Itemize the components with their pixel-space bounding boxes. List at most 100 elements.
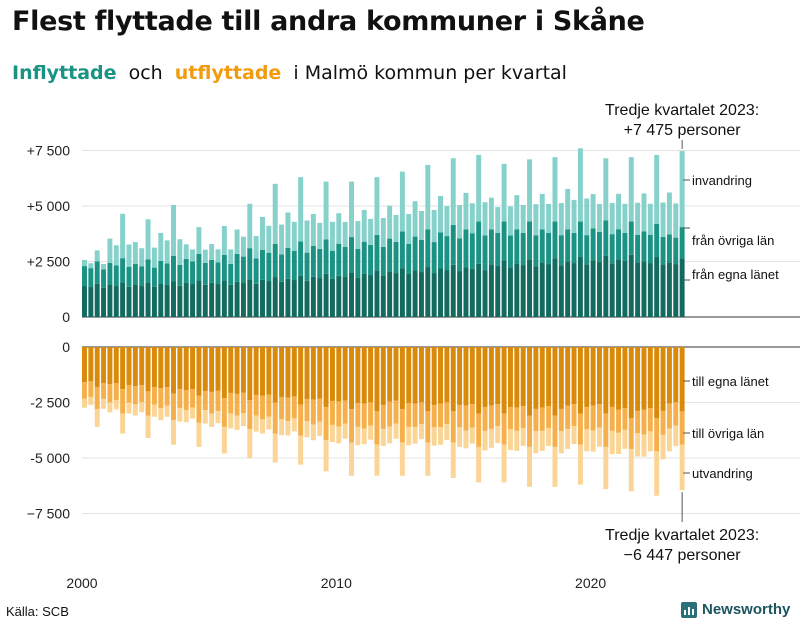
outflow-egna-bar bbox=[209, 347, 215, 392]
inflow-ovriga-bar bbox=[539, 229, 545, 263]
outflow-utvandring-bar bbox=[654, 451, 660, 496]
series-labels: Tredje kvartalet 2023: +7 475 personer Tre… bbox=[605, 102, 779, 564]
outflow-egna-bar bbox=[310, 347, 316, 400]
outflow-ovriga-bar bbox=[501, 413, 507, 445]
outflow-egna-bar bbox=[164, 347, 170, 388]
outflow-utvandring-bar bbox=[260, 419, 265, 434]
inflow-egna-bar bbox=[660, 264, 666, 317]
outflow-utvandring-bar bbox=[495, 426, 501, 444]
inflow-invandring-bar bbox=[558, 203, 564, 236]
outflow-utvandring-bar bbox=[635, 433, 641, 457]
inflow-egna-bar bbox=[228, 284, 234, 317]
outflow-ovriga-bar bbox=[609, 406, 615, 431]
outflow-ovriga-bar bbox=[533, 408, 539, 432]
outflow-utvandring-bar bbox=[355, 426, 361, 446]
brand-logo[interactable]: Newsworthy bbox=[681, 601, 790, 618]
inflow-ovriga-bar bbox=[469, 233, 475, 270]
outflow-utvandring-bar bbox=[266, 416, 272, 430]
outflow-ovriga-bar bbox=[399, 409, 405, 443]
inflow-invandring-bar bbox=[463, 192, 469, 230]
subtitle-rest: i Malmö kommun per kvartal bbox=[293, 62, 567, 84]
outflow-utvandring-bar bbox=[565, 428, 571, 449]
inflow-invandring-bar bbox=[120, 213, 126, 259]
inflow-ovriga-bar bbox=[164, 263, 170, 286]
inflow-ovriga-bar bbox=[565, 229, 571, 262]
outflow-egna-bar bbox=[298, 347, 304, 405]
outflow-ovriga-bar bbox=[240, 392, 246, 414]
inflow-egna-bar bbox=[279, 281, 285, 317]
subtitle-utflyttade: utflyttade bbox=[174, 62, 282, 84]
outflow-ovriga-bar bbox=[488, 405, 494, 429]
outflow-ovriga-bar bbox=[463, 405, 469, 431]
inflow-invandring-bar bbox=[679, 151, 685, 228]
inflow-invandring-bar bbox=[202, 249, 208, 263]
inflow-invandring-bar bbox=[260, 216, 265, 250]
outflow-ovriga-bar bbox=[260, 395, 265, 420]
outflow-utvandring-bar bbox=[209, 413, 215, 427]
outflow-ovriga-bar bbox=[412, 403, 418, 427]
outflow-ovriga-bar bbox=[107, 384, 113, 403]
outflow-ovriga-bar bbox=[317, 398, 323, 422]
outflow-egna-bar bbox=[234, 347, 240, 394]
outflow-utvandring-bar bbox=[393, 423, 399, 439]
inflow-egna-bar bbox=[215, 284, 221, 317]
outflow-egna-bar bbox=[590, 347, 596, 406]
outflow-egna-bar bbox=[240, 347, 246, 393]
inflow-egna-bar bbox=[183, 282, 189, 317]
outflow-utvandring-bar bbox=[444, 424, 450, 441]
outflow-ovriga-bar bbox=[88, 381, 94, 397]
outflow-ovriga-bar bbox=[507, 406, 513, 430]
outflow-egna-bar bbox=[183, 347, 189, 390]
outflow-utvandring-bar bbox=[527, 446, 533, 487]
inflow-egna-bar bbox=[425, 267, 431, 317]
inflow-egna-bar bbox=[463, 267, 469, 317]
outflow-egna-bar bbox=[94, 347, 100, 387]
outflow-egna-bar bbox=[132, 347, 138, 387]
inflow-egna-bar bbox=[329, 278, 335, 317]
outflow-utvandring-bar bbox=[577, 444, 583, 485]
inflow-egna-bar bbox=[132, 284, 138, 317]
outflow-utvandring-bar bbox=[469, 427, 475, 444]
outflow-ovriga-bar bbox=[171, 393, 176, 421]
inflow-ovriga-bar bbox=[457, 238, 463, 272]
inflow-invandring-bar bbox=[533, 204, 539, 236]
outflow-ovriga-bar bbox=[571, 404, 577, 427]
outflow-ovriga-bar bbox=[342, 400, 348, 424]
outflow-ovriga-bar bbox=[285, 397, 291, 422]
inflow-ovriga-bar bbox=[342, 246, 348, 278]
outflow-egna-bar bbox=[501, 347, 507, 414]
outflow-ovriga-bar bbox=[457, 404, 463, 428]
inflow-ovriga-bar bbox=[412, 236, 418, 271]
inflow-invandring-bar bbox=[425, 164, 431, 230]
subtitle-och: och bbox=[128, 62, 163, 84]
inflow-egna-bar bbox=[285, 278, 291, 317]
inflow-ovriga-bar bbox=[495, 233, 501, 267]
inflow-ovriga-bar bbox=[272, 243, 278, 278]
inflow-ovriga-bar bbox=[660, 236, 666, 265]
inflow-ovriga-bar bbox=[317, 248, 323, 279]
inflow-egna-bar bbox=[82, 286, 87, 317]
inflow-invandring-bar bbox=[380, 217, 386, 247]
inflow-ovriga-bar bbox=[590, 228, 596, 261]
inflow-invandring-bar bbox=[240, 236, 246, 257]
outflow-ovriga-bar bbox=[418, 402, 424, 425]
inflow-egna-bar bbox=[349, 272, 354, 317]
outflow-ovriga-bar bbox=[132, 386, 138, 405]
outflow-utvandring-bar bbox=[361, 428, 367, 445]
outflow-ovriga-bar bbox=[520, 406, 526, 428]
inflow-egna-bar bbox=[171, 281, 176, 317]
inflow-invandring-bar bbox=[399, 171, 405, 232]
inflow-egna-bar bbox=[666, 262, 672, 317]
outflow-egna-bar bbox=[260, 347, 265, 396]
inflow-egna-bar bbox=[552, 258, 558, 317]
outflow-utvandring-bar bbox=[113, 400, 119, 410]
outflow-ovriga-bar bbox=[164, 387, 170, 406]
outflow-egna-bar bbox=[120, 347, 126, 390]
inflow-invandring-bar bbox=[444, 206, 450, 237]
outflow-egna-bar bbox=[399, 347, 405, 410]
inflow-invandring-bar bbox=[654, 154, 660, 224]
inflow-ovriga-bar bbox=[126, 266, 132, 287]
outflow-utvandring-bar bbox=[406, 426, 412, 446]
outflow-utvandring-bar bbox=[139, 402, 145, 413]
outflow-egna-bar bbox=[221, 347, 227, 399]
